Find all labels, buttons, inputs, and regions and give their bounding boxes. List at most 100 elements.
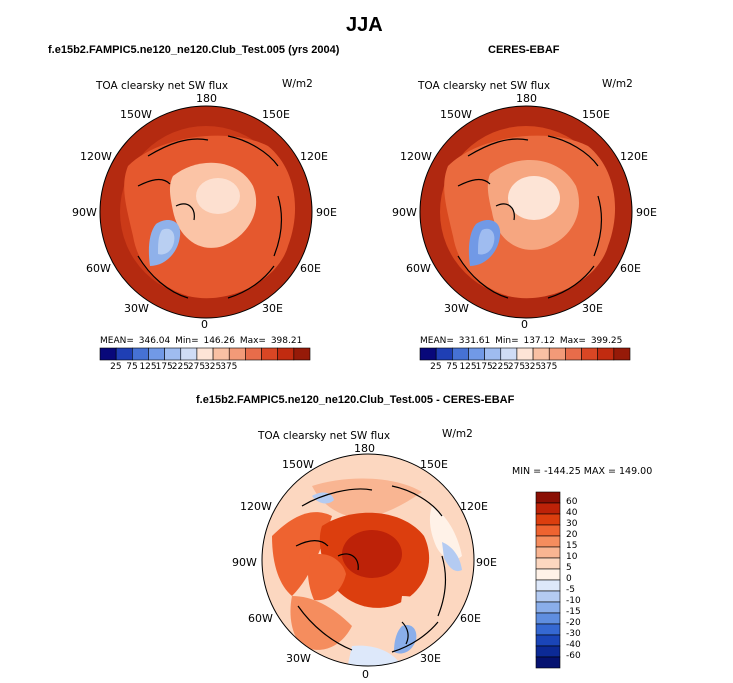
lon-label-120w: 120W bbox=[80, 150, 112, 163]
colorbar-swatch bbox=[245, 347, 262, 361]
colorbar-tick-label: 75 bbox=[446, 362, 458, 372]
lon-label-150w: 150W bbox=[440, 108, 472, 121]
colorbar-swatch bbox=[99, 347, 117, 361]
lon-label-150e: 150E bbox=[420, 458, 448, 471]
panel-diff-variable: TOA clearsky net SW flux bbox=[258, 430, 391, 442]
lon-label-30w: 30W bbox=[124, 302, 149, 315]
colorbar-swatch bbox=[535, 601, 561, 614]
lon-label-120e: 120E bbox=[300, 150, 328, 163]
colorbar-swatch bbox=[535, 502, 561, 515]
panel-model-map bbox=[99, 105, 313, 319]
lon-label-90w: 90W bbox=[232, 556, 257, 569]
lon-label-60w: 60W bbox=[248, 612, 273, 625]
colorbar-obs-labels: 25 75 125 175 225 275 325 375 bbox=[420, 362, 630, 374]
panel-model-title: f.e15b2.FAMPIC5.ne120_ne120.Club_Test.00… bbox=[48, 44, 340, 56]
lon-label-90e: 90E bbox=[316, 206, 337, 219]
colorbar-swatch bbox=[535, 535, 561, 548]
lon-label-0: 0 bbox=[362, 668, 369, 681]
colorbar-tick-label: -30 bbox=[566, 629, 581, 639]
lon-label-60e: 60E bbox=[620, 262, 641, 275]
colorbar-tick-label: 175 bbox=[155, 362, 173, 372]
colorbar-swatch bbox=[535, 557, 561, 570]
colorbar-swatch bbox=[535, 634, 561, 647]
colorbar-tick-label: 20 bbox=[566, 530, 578, 540]
lon-label-120w: 120W bbox=[400, 150, 432, 163]
colorbar-swatch bbox=[484, 347, 502, 361]
colorbar-swatch bbox=[115, 347, 133, 361]
lon-label-120e: 120E bbox=[460, 500, 488, 513]
colorbar-tick-label: -10 bbox=[566, 596, 581, 606]
lon-label-180: 180 bbox=[516, 92, 537, 105]
panel-obs-title: CERES-EBAF bbox=[488, 44, 560, 56]
colorbar-obs bbox=[419, 347, 631, 361]
colorbar-tick-label: -60 bbox=[566, 651, 581, 661]
panel-diff-units: W/m2 bbox=[442, 428, 473, 440]
colorbar-tick-label: 5 bbox=[566, 563, 572, 573]
colorbar-tick-label: 125 bbox=[139, 362, 157, 372]
colorbar-swatch bbox=[228, 347, 246, 361]
panel-diff-stats: MIN = -144.25 MAX = 149.00 bbox=[512, 466, 653, 477]
lon-label-150w: 150W bbox=[120, 108, 152, 121]
lon-label-120e: 120E bbox=[620, 150, 648, 163]
lon-label-90e: 90E bbox=[476, 556, 497, 569]
panel-obs-map bbox=[419, 105, 633, 319]
colorbar-swatch bbox=[535, 491, 561, 504]
colorbar-tick-label: 175 bbox=[475, 362, 493, 372]
colorbar-tick-label: -40 bbox=[566, 640, 581, 650]
colorbar-swatch bbox=[535, 579, 561, 592]
coastlines bbox=[137, 135, 283, 299]
colorbar-swatch bbox=[261, 347, 278, 361]
lon-label-60w: 60W bbox=[406, 262, 431, 275]
colorbar-swatch bbox=[212, 347, 230, 361]
lon-label-60w: 60W bbox=[86, 262, 111, 275]
colorbar-tick-label: 375 bbox=[540, 362, 558, 372]
colorbar-tick-label: -15 bbox=[566, 607, 581, 617]
panel-diff-title: f.e15b2.FAMPIC5.ne120_ne120.Club_Test.00… bbox=[196, 394, 515, 406]
colorbar-swatch bbox=[435, 347, 453, 361]
colorbar-tick-label: 30 bbox=[566, 519, 578, 529]
colorbar-tick-label: 40 bbox=[566, 508, 578, 518]
colorbar-swatch bbox=[196, 347, 214, 361]
colorbar-swatch bbox=[548, 347, 566, 361]
colorbar-tick-label: -20 bbox=[566, 618, 581, 628]
colorbar-swatch bbox=[516, 347, 534, 361]
lon-label-60e: 60E bbox=[300, 262, 321, 275]
lon-label-150w: 150W bbox=[282, 458, 314, 471]
colorbar-swatch bbox=[452, 347, 469, 361]
colorbar-diff-labels: 60 40 30 20 15 10 5 0 -5 -10 -15 -20 -30 -40 -60 bbox=[566, 492, 606, 668]
colorbar-tick-label: 125 bbox=[459, 362, 477, 372]
colorbar-swatch bbox=[535, 513, 561, 526]
lon-label-150e: 150E bbox=[262, 108, 290, 121]
colorbar-tick-label: 15 bbox=[566, 541, 578, 551]
figure-title: JJA bbox=[346, 14, 383, 36]
lon-label-90w: 90W bbox=[392, 206, 417, 219]
colorbar-diff bbox=[535, 491, 561, 669]
colorbar-swatch bbox=[581, 347, 598, 361]
lon-label-150e: 150E bbox=[582, 108, 610, 121]
colorbar-swatch bbox=[500, 347, 518, 361]
panel-model-variable: TOA clearsky net SW flux bbox=[96, 80, 229, 92]
colorbar-tick-label: 25 bbox=[430, 362, 442, 372]
colorbar-swatch bbox=[535, 612, 561, 625]
colorbar-tick-label: 225 bbox=[491, 362, 509, 372]
colorbar-swatch bbox=[535, 623, 561, 636]
panel-diff-map bbox=[261, 453, 475, 667]
panel-obs-units: W/m2 bbox=[602, 78, 633, 90]
colorbar-tick-label: 75 bbox=[126, 362, 138, 372]
colorbar-swatch bbox=[535, 656, 561, 669]
lon-label-120w: 120W bbox=[240, 500, 272, 513]
lon-label-0: 0 bbox=[521, 318, 528, 331]
colorbar-swatch bbox=[535, 524, 561, 537]
colorbar-swatch bbox=[535, 645, 561, 658]
lon-label-90w: 90W bbox=[72, 206, 97, 219]
colorbar-swatch bbox=[164, 347, 182, 361]
colorbar-swatch bbox=[535, 568, 561, 581]
colorbar-swatch bbox=[597, 347, 615, 361]
colorbar-tick-label: 60 bbox=[566, 497, 578, 507]
panel-obs-variable: TOA clearsky net SW flux bbox=[418, 80, 551, 92]
colorbar-swatch bbox=[180, 347, 198, 361]
colorbar-tick-label: 275 bbox=[507, 362, 526, 372]
lon-label-90e: 90E bbox=[636, 206, 657, 219]
lon-label-30e: 30E bbox=[582, 302, 603, 315]
lon-label-30e: 30E bbox=[262, 302, 283, 315]
